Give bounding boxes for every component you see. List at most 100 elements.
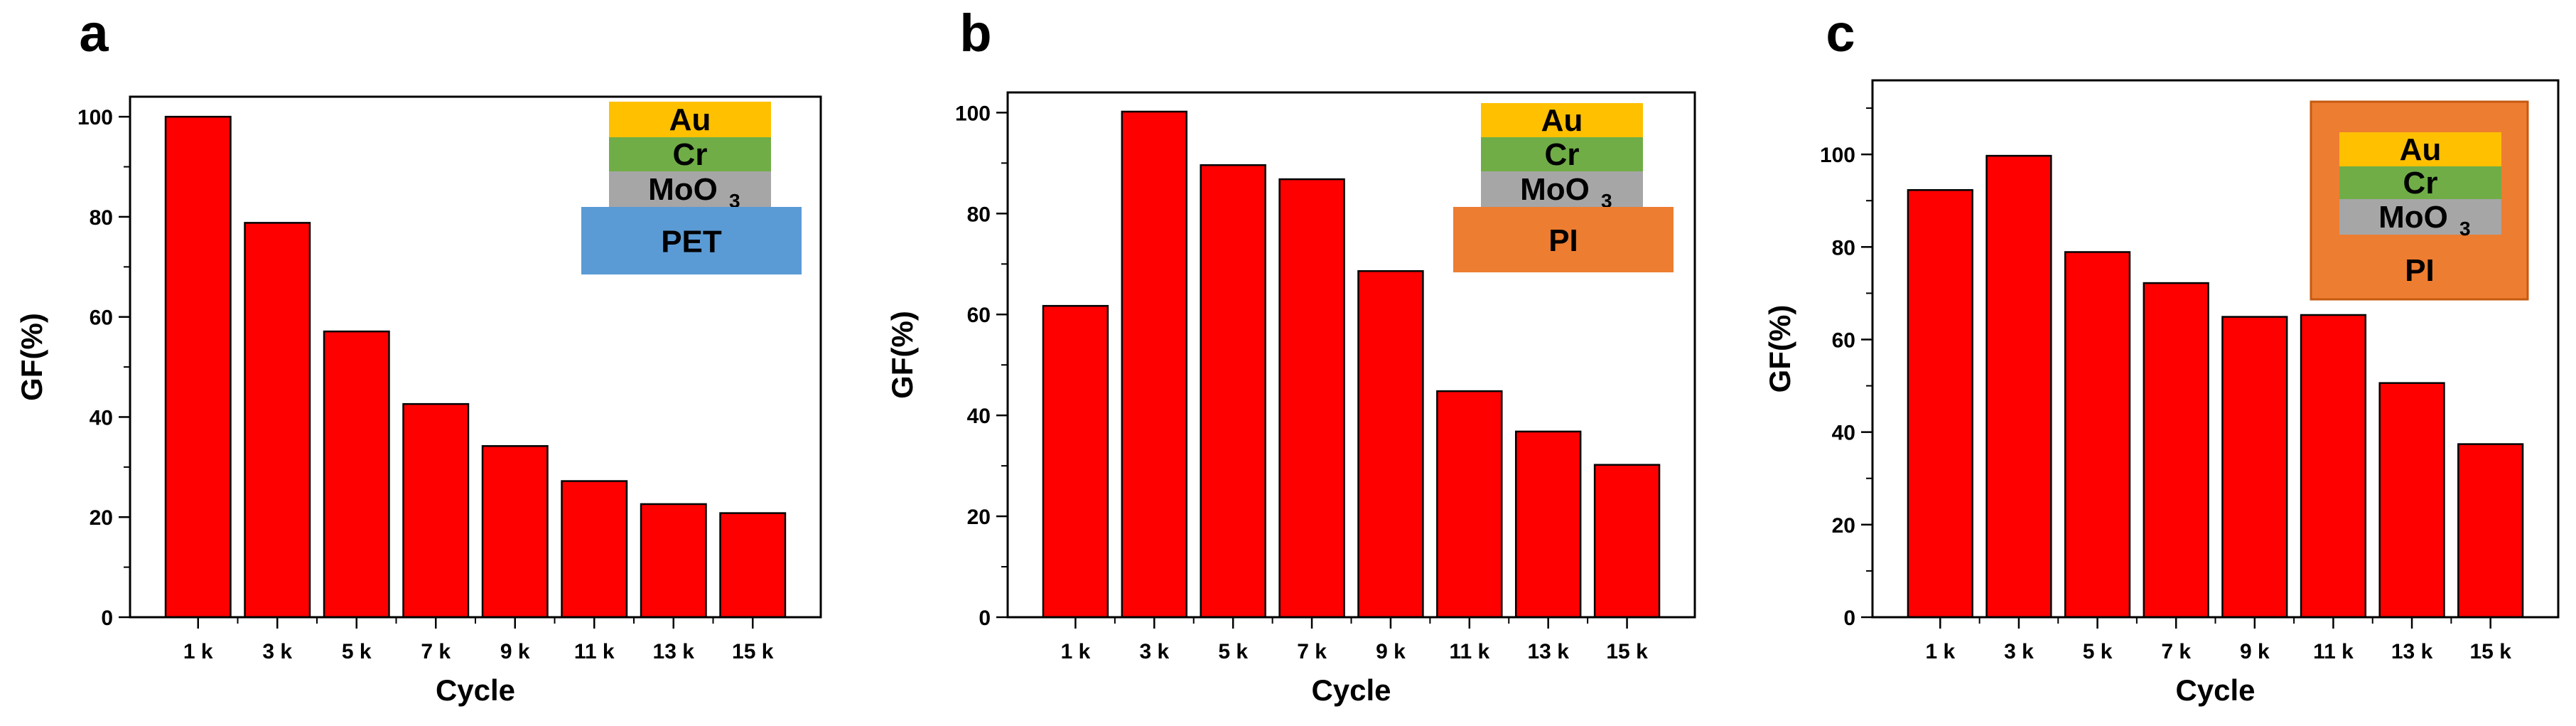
y-tick-label: 20 — [90, 506, 113, 530]
y-tick-label: 0 — [101, 607, 113, 630]
moo3-subscript: 3 — [1601, 190, 1612, 212]
au-layer — [1481, 103, 1643, 137]
x-tick-label: 7 k — [2161, 640, 2191, 663]
plot-frame — [1871, 79, 2560, 619]
panel-a: a 1 k 3 k 5 k 7 k 9 k 11 k 13 k 15 k 0 20 40 60 80 100… — [15, 4, 822, 707]
plot-frame — [1006, 91, 1696, 619]
au-layer — [609, 102, 771, 137]
bar — [640, 503, 707, 619]
x-tick-label: 11 k — [1449, 640, 1489, 663]
bar — [561, 480, 628, 619]
bar — [1042, 304, 1109, 619]
x-axis-title: Cycle — [1311, 673, 1391, 707]
bar — [1514, 430, 1582, 619]
x-tick-label: 13 k — [1527, 640, 1569, 663]
au-label: Au — [1541, 103, 1583, 138]
x-tick-label: 3 k — [262, 640, 292, 663]
x-tick-label: 3 k — [2004, 640, 2034, 663]
bar — [1985, 154, 2052, 619]
x-tick-label: 9 k — [500, 640, 530, 663]
y-tick-label: 80 — [1832, 236, 1855, 260]
x-tick-label: 15 k — [1606, 640, 1648, 663]
moo3-layer — [1481, 171, 1643, 207]
moo3-layer — [609, 171, 771, 207]
x-axis-title: Cycle — [2175, 673, 2255, 707]
bar — [323, 330, 390, 619]
cr-label: Cr — [1545, 137, 1580, 172]
y-tick-label: 40 — [967, 405, 991, 428]
moo3-subscript: 3 — [729, 190, 740, 212]
bar — [1907, 189, 1973, 619]
bar — [2457, 443, 2524, 619]
y-tick-label: 100 — [955, 102, 991, 125]
x-tick-label: 1 k — [183, 640, 213, 663]
cr-label: Cr — [673, 137, 708, 172]
y-axis-title: GF(%) — [885, 311, 919, 399]
y-tick-label: 60 — [90, 306, 113, 330]
x-tick-label: 11 k — [574, 640, 615, 663]
panel-letter: b — [959, 4, 991, 63]
moo3-subscript: 3 — [2459, 218, 2471, 240]
y-axis-title: GF(%) — [1763, 305, 1796, 393]
cr-layer — [1481, 137, 1643, 171]
y-tick-label: 80 — [967, 203, 991, 226]
y-tick-label: 40 — [1832, 422, 1855, 445]
bar — [481, 445, 549, 619]
bar — [1593, 464, 1661, 619]
y-tick-label: 20 — [1832, 514, 1855, 538]
y-tick-label: 60 — [967, 304, 991, 327]
y-axis-title: GF(%) — [15, 313, 48, 401]
bar — [1200, 164, 1266, 619]
moo3-label: MoO — [2378, 200, 2448, 235]
x-tick-label: 11 k — [2313, 640, 2354, 663]
moo3-label: MoO — [648, 172, 718, 207]
bar — [244, 222, 311, 619]
substrate-label: PI — [2405, 253, 2435, 288]
bar — [164, 115, 232, 619]
bar — [1357, 269, 1424, 619]
bar — [1436, 390, 1503, 619]
bar — [2378, 382, 2445, 619]
panel-b: b 1 k 3 k 5 k 7 k 9 k 11 k 13 k 15 k 0 20 40 60 80 100… — [885, 4, 1696, 707]
x-tick-label: 5 k — [2083, 640, 2113, 663]
x-tick-label: 1 k — [1925, 640, 1955, 663]
x-axis-title: Cycle — [436, 673, 515, 707]
x-tick-label: 15 k — [2469, 640, 2511, 663]
bar — [402, 402, 470, 619]
x-tick-label: 5 k — [1218, 640, 1248, 663]
plot-frame — [129, 95, 822, 619]
x-tick-label: 7 k — [421, 640, 451, 663]
cr-layer — [2339, 166, 2501, 199]
cr-layer — [609, 137, 771, 171]
moo3-label: MoO — [1520, 172, 1590, 207]
y-tick-label: 20 — [967, 506, 991, 529]
y-tick-label: 100 — [77, 106, 113, 129]
x-tick-label: 7 k — [1297, 640, 1327, 663]
x-tick-label: 13 k — [2391, 640, 2433, 663]
panel-letter: c — [1826, 4, 1855, 63]
cr-label: Cr — [2403, 166, 2438, 201]
bar — [719, 512, 787, 619]
substrate-layer — [581, 207, 802, 274]
x-tick-label: 9 k — [1376, 640, 1406, 663]
bar — [2221, 316, 2288, 619]
substrate-layer — [1453, 207, 1674, 272]
x-tick-label: 3 k — [1139, 640, 1169, 663]
y-tick-label: 80 — [90, 206, 113, 230]
x-tick-label: 5 k — [342, 640, 372, 663]
substrate-label: PET — [661, 225, 722, 260]
substrate-label: PI — [1548, 223, 1578, 258]
y-tick-label: 0 — [1843, 607, 1855, 630]
bar — [2064, 251, 2131, 619]
panel-c: c 1 k 3 k 5 k 7 k 9 k 11 k 13 k 15 k 0 20 40 60 80 100… — [1763, 4, 2560, 707]
panel-letter: a — [79, 4, 109, 63]
y-tick-label: 100 — [1820, 144, 1855, 167]
x-tick-label: 15 k — [732, 640, 774, 663]
x-tick-label: 1 k — [1061, 640, 1091, 663]
x-tick-label: 9 k — [2240, 640, 2270, 663]
au-layer — [2339, 132, 2501, 166]
y-tick-label: 60 — [1832, 329, 1855, 352]
